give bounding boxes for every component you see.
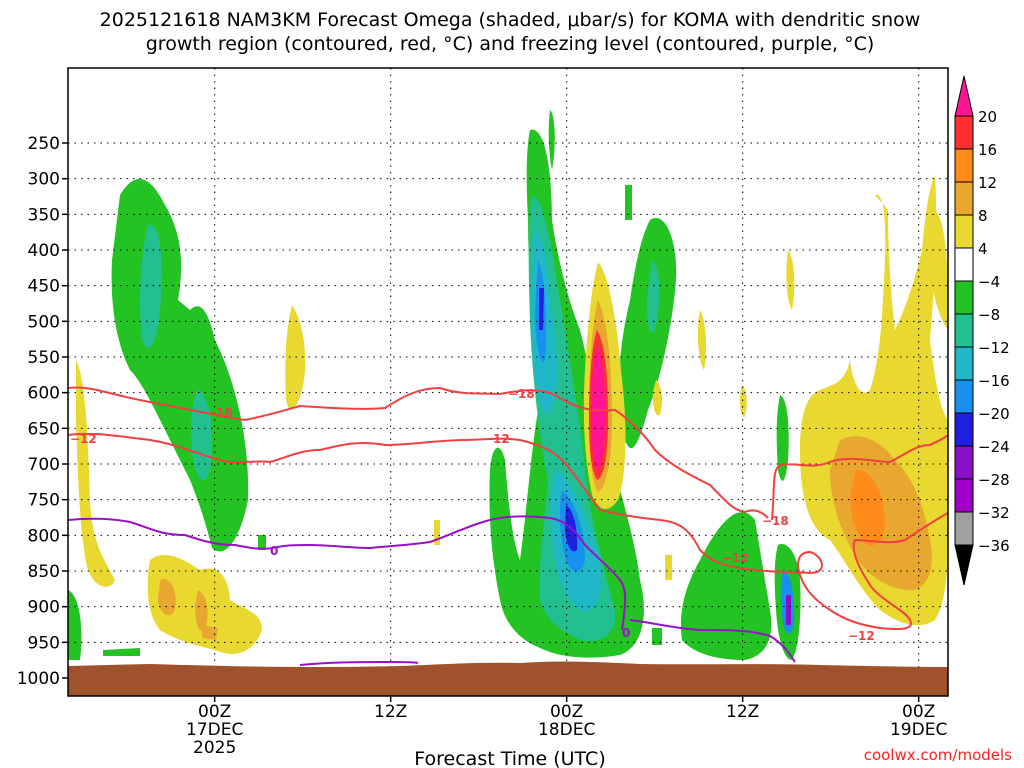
colorbar-label-13: −36 (978, 537, 1010, 555)
x-tick-label-0-1: 17DEC (186, 720, 243, 740)
omega-region-orange-right (850, 469, 886, 546)
colorbar-swatch-11 (954, 478, 974, 513)
contour-label-minus12-d: −12 (848, 629, 875, 643)
colorbar-label-10: −24 (978, 438, 1010, 456)
contour-minus18: −18 −18 −18 (67, 386, 949, 528)
contour-label-freezing-a: 0 (270, 544, 278, 558)
omega-region-green-right2 (680, 512, 772, 660)
y-axis: 250 300 350 400 450 500 550 600 650 700 750 800 850 9… (17, 134, 68, 689)
y-tick-label-600: 600 (28, 384, 60, 404)
colorbar-label-2: 12 (978, 174, 997, 192)
contour-label-minus12-c: −12 (722, 551, 749, 565)
omega-region-teal-right1 (646, 260, 660, 333)
colorbar-label-0: 20 (978, 108, 997, 126)
x-tick-label-0-2: 2025 (193, 738, 236, 758)
x-axis-label: Forecast Time (UTC) (414, 748, 605, 768)
contour-minus12-line (67, 432, 949, 630)
colorbar-swatch-9 (954, 412, 974, 447)
y-tick-label-550: 550 (28, 348, 60, 368)
contour-label-minus18-b: −18 (508, 387, 535, 401)
colorbar-label-4: 4 (978, 240, 988, 258)
colorbar-swatch-0 (954, 115, 974, 150)
y-tick-label-900: 900 (28, 598, 60, 618)
x-tick-label-4-1: 19DEC (890, 720, 947, 740)
colorbar-label-5: −4 (978, 273, 1000, 291)
y-tick-label-800: 800 (28, 526, 60, 546)
colorbar-swatch-3 (954, 214, 974, 249)
contour-minus12: −12 −12 −12 −12 (67, 432, 949, 643)
colorbar-swatch-5 (954, 280, 974, 315)
omega-region-purple-right (786, 595, 791, 625)
colorbar-label-7: −12 (978, 339, 1010, 357)
y-tick-label-1000: 1000 (17, 669, 60, 689)
y-tick-label-650: 650 (28, 419, 60, 439)
y-tick-label-250: 250 (28, 134, 60, 154)
omega-region-yellow-left1 (76, 360, 115, 587)
omega-region-teal-left (140, 224, 212, 481)
colorbar-swatch-1 (954, 148, 974, 183)
contour-freezing-line (67, 515, 796, 666)
x-tick-label-4-0: 00Z (902, 702, 935, 722)
colorbar-swatch-6 (954, 313, 974, 348)
y-tick-label-500: 500 (28, 312, 60, 332)
y-tick-label-400: 400 (28, 241, 60, 261)
y-tick-label-300: 300 (28, 170, 60, 190)
omega-region-green-right1 (618, 218, 677, 449)
contour-freezing: 0 0 (67, 515, 796, 666)
omega-region-green-small (612, 628, 662, 645)
contour-label-minus12-a: −12 (70, 432, 97, 446)
y-tick-label-750: 750 (28, 491, 60, 511)
x-tick-label-2-1: 18DEC (538, 720, 595, 740)
omega-shading (68, 110, 948, 660)
colorbar-top-arrow (954, 75, 974, 117)
colorbar-swatch-7 (954, 346, 974, 381)
colorbar-label-3: 8 (978, 207, 988, 225)
y-tick-label-850: 850 (28, 562, 60, 582)
chart-title-line1: 2025121618 NAM3KM Forecast Omega (shaded… (100, 9, 921, 31)
omega-region-yellow-left3 (285, 305, 440, 545)
colorbar-label-6: −8 (978, 306, 1000, 324)
colorbar-label-1: 16 (978, 141, 997, 159)
colorbar-swatch-4 (954, 247, 974, 282)
omega-region-gold-left (158, 579, 218, 640)
colorbar-swatch-10 (954, 445, 974, 480)
x-tick-label-1-0: 12Z (374, 702, 407, 722)
plot-frame (67, 67, 949, 697)
grid-lines (68, 68, 948, 696)
contour-label-minus12-b: −12 (483, 432, 510, 446)
contour-minus18-line (67, 386, 949, 521)
colorbar-bottom-arrow (954, 544, 974, 586)
chart-title-line2: growth region (contoured, red, °C) and f… (146, 33, 875, 55)
omega-region-cyan-center (532, 230, 602, 612)
x-tick-label-3-0: 12Z (726, 702, 759, 722)
y-tick-label-700: 700 (28, 455, 60, 475)
contour-label-freezing-b: 0 (622, 626, 630, 640)
colorbar-swatch-2 (954, 181, 974, 216)
x-tick-label-0-0: 00Z (198, 702, 231, 722)
colorbar-label-12: −32 (978, 504, 1010, 522)
y-tick-label-450: 450 (28, 277, 60, 297)
colorbar-label-9: −20 (978, 405, 1010, 423)
omega-region-yellow-right-edge (930, 210, 948, 330)
colorbar-swatch-8 (954, 379, 974, 414)
contour-label-minus18-c: −18 (762, 514, 789, 528)
colorbar-swatch-12 (954, 511, 974, 546)
terrain (68, 661, 948, 696)
y-tick-label-950: 950 (28, 633, 60, 653)
colorbar-label-11: −28 (978, 471, 1010, 489)
colorbar: 20 16 12 8 4 −4 −8 −12 −16 −20 −24 −28 −32 −36 (954, 75, 1010, 586)
x-tick-label-2-0: 00Z (550, 702, 583, 722)
y-tick-label-350: 350 (28, 205, 60, 225)
colorbar-label-8: −16 (978, 372, 1010, 390)
omega-region-navy-center (539, 288, 578, 552)
contour-label-minus18-a: −18 (206, 406, 233, 420)
credit-text: coolwx.com/models (864, 746, 1012, 764)
omega-region-pink-max (591, 345, 606, 470)
